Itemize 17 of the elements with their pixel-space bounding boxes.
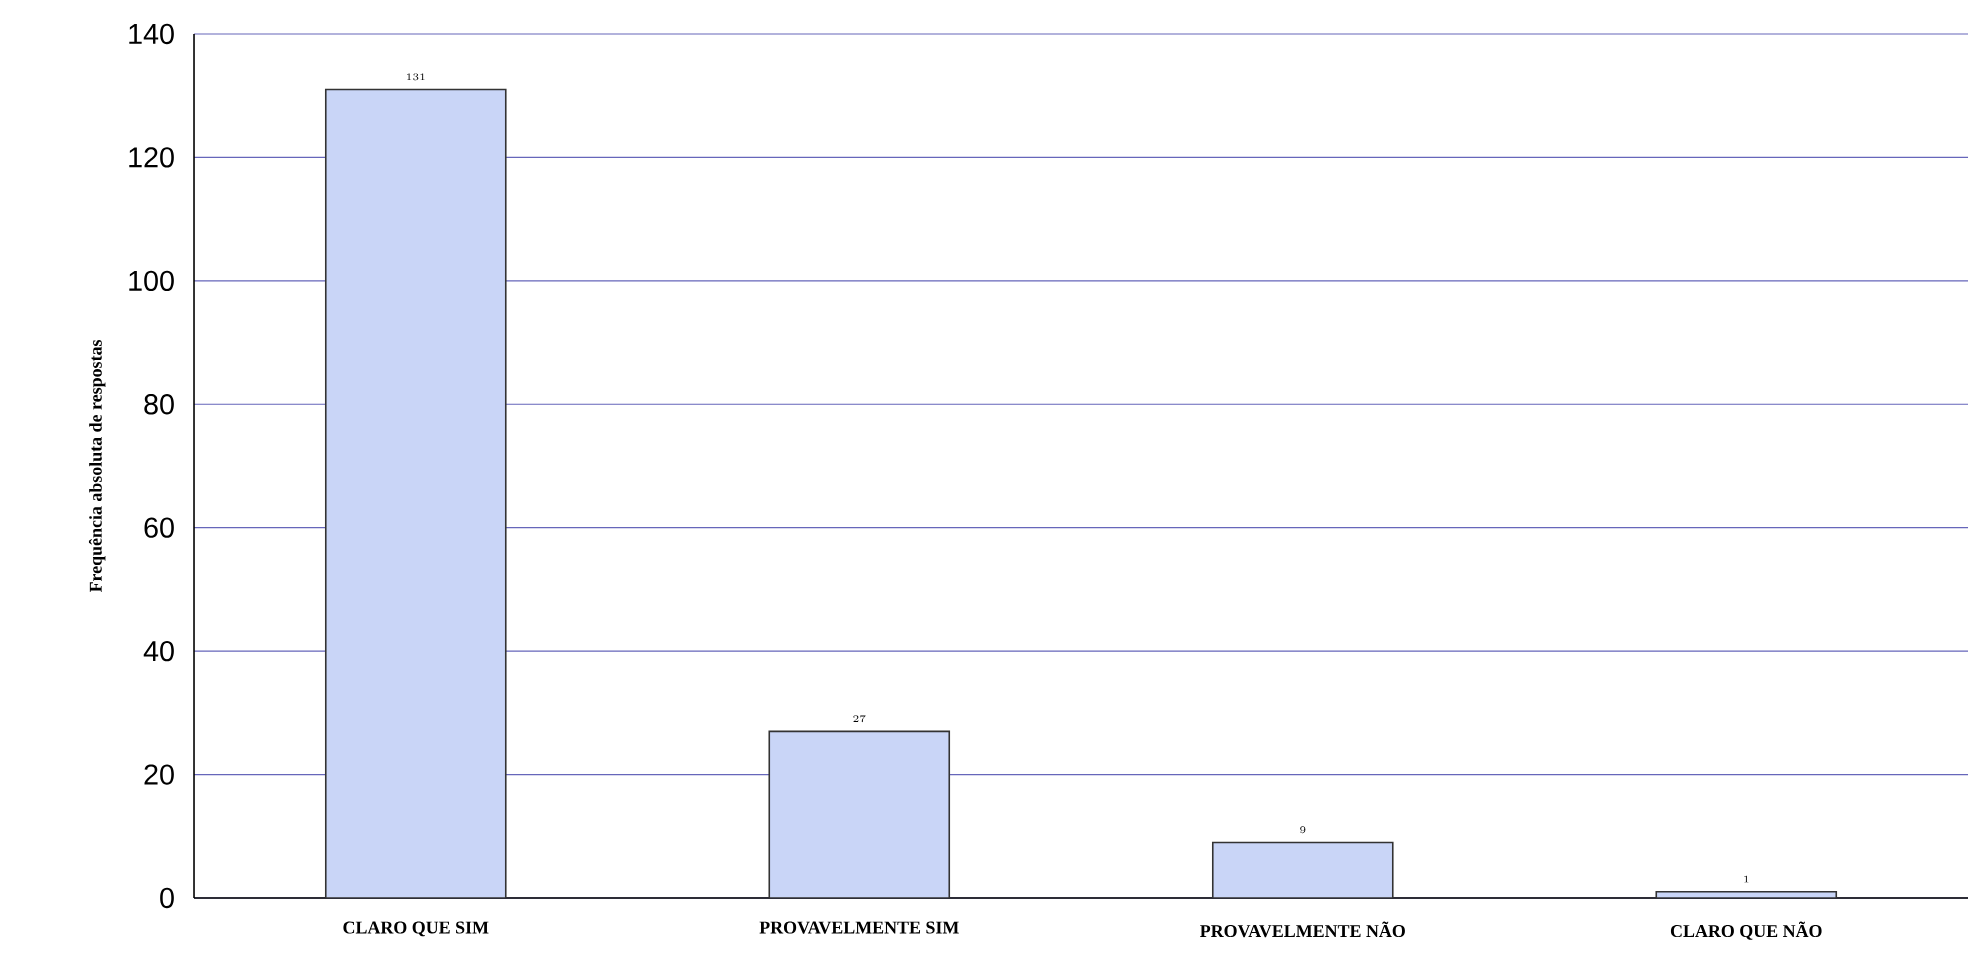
y-tick-label: 20 [144,764,174,785]
x-tick-label: PROVAVELMENTE SIM [759,921,959,934]
bar [324,88,507,898]
y-tick-label: 40 [143,640,174,662]
x-tick-label: CLARO QUE NÃO [1670,921,1822,940]
bar [1211,841,1394,898]
y-tick-label: 120 [129,147,174,168]
y-tick-label: 140 [129,23,174,45]
bar [1655,891,1838,898]
y-tick-label: 100 [129,270,174,291]
y-axis-title: Frequência absoluta de respostas [88,339,106,593]
bar [768,730,951,898]
y-tick-label: 80 [144,394,174,415]
y-tick-label: 60 [144,517,174,538]
y-tick-label: 0 [160,887,174,909]
x-tick-label: CLARO QUE SIM [343,921,489,937]
x-tick-label: PROVAVELMENTE NÃO [1200,921,1405,938]
